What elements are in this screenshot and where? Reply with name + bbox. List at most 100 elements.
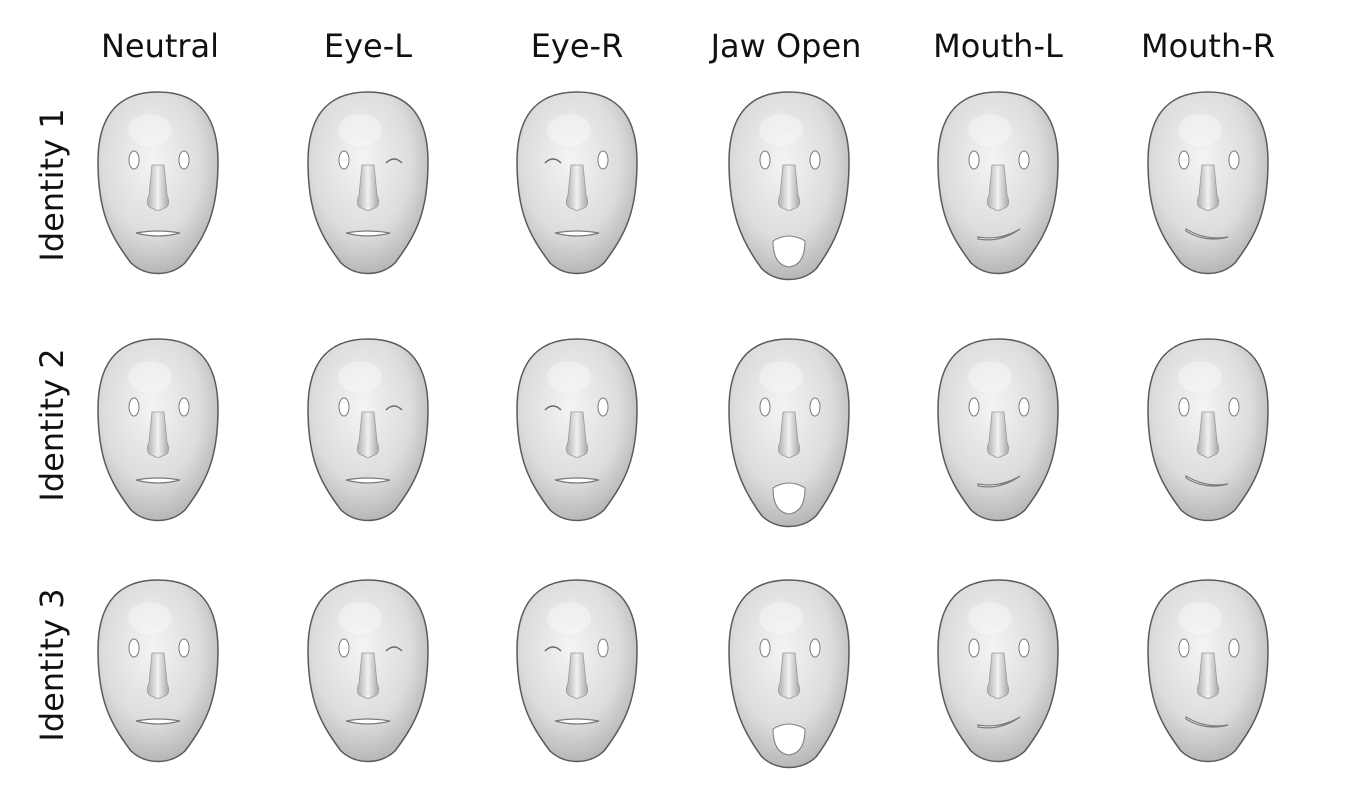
eye-right	[809, 150, 821, 170]
face-highlight	[968, 114, 1012, 146]
face-highlight	[968, 361, 1012, 393]
face-highlight	[128, 114, 172, 146]
eye-right	[1018, 638, 1030, 658]
face-identity-3-jaw	[728, 579, 850, 769]
face-identity-3-eye-l	[307, 579, 429, 763]
face-identity-1-mouth-l	[937, 91, 1059, 275]
eye-left	[968, 638, 980, 658]
face-highlight	[338, 602, 382, 634]
row-headers: Identity 1 Identity 2 Identity 3	[33, 108, 71, 741]
eye-left	[338, 397, 350, 417]
mouth	[135, 477, 181, 484]
eye-left	[759, 150, 771, 170]
nose	[986, 652, 1010, 699]
eye-right	[1018, 397, 1030, 417]
mouth	[345, 477, 391, 484]
mouth	[554, 477, 600, 484]
eye-left	[338, 150, 350, 170]
faces-layer	[97, 91, 1269, 769]
nose	[1196, 411, 1220, 458]
mouth	[977, 716, 1021, 729]
nose	[777, 411, 801, 458]
mouth	[977, 228, 1021, 241]
nose	[565, 652, 589, 699]
face-identity-1-eye-r	[516, 91, 638, 275]
mouth-open	[772, 482, 806, 515]
nose	[565, 164, 589, 211]
mouth	[345, 718, 391, 725]
face-highlight	[338, 114, 382, 146]
face-highlight	[968, 602, 1012, 634]
face-highlight	[547, 114, 591, 146]
eye-right	[1018, 150, 1030, 170]
row-header-identity-2: Identity 2	[33, 348, 71, 501]
eye-left	[128, 150, 140, 170]
face-highlight	[547, 602, 591, 634]
eye-right	[178, 638, 190, 658]
eye-closed-left	[544, 158, 562, 164]
face-highlight	[759, 114, 803, 146]
face-identity-3-mouth-r	[1147, 579, 1269, 763]
face-highlight	[759, 361, 803, 393]
eye-closed-left	[544, 405, 562, 411]
eye-right	[597, 397, 609, 417]
face-identity-3-neutral	[97, 579, 219, 763]
eye-left	[128, 638, 140, 658]
row-header-identity-1: Identity 1	[33, 108, 71, 261]
eye-right	[597, 638, 609, 658]
face-highlight	[1178, 114, 1222, 146]
eye-right	[597, 150, 609, 170]
mouth	[554, 230, 600, 237]
eye-closed-left	[544, 646, 562, 652]
eye-left	[128, 397, 140, 417]
eye-left	[1178, 397, 1190, 417]
face-highlight	[338, 361, 382, 393]
face-identity-1-eye-l	[307, 91, 429, 275]
nose	[565, 411, 589, 458]
column-headers: Neutral Eye-L Eye-R Jaw Open Mouth-L Mou…	[101, 27, 1275, 65]
face-highlight	[1178, 602, 1222, 634]
nose	[356, 411, 380, 458]
mouth	[554, 718, 600, 725]
mouth-open	[772, 723, 806, 756]
nose	[356, 164, 380, 211]
face-identity-1-neutral	[97, 91, 219, 275]
face-identity-2-mouth-l	[937, 338, 1059, 522]
eye-left	[338, 638, 350, 658]
column-header-mouth-l: Mouth-L	[933, 27, 1063, 65]
face-identity-2-mouth-r	[1147, 338, 1269, 522]
column-header-neutral: Neutral	[101, 27, 219, 65]
eye-right	[809, 638, 821, 658]
eye-closed-right	[385, 405, 403, 411]
mouth	[135, 718, 181, 725]
nose	[1196, 164, 1220, 211]
eye-right	[809, 397, 821, 417]
eye-right	[178, 150, 190, 170]
mouth	[1185, 227, 1229, 240]
face-identity-1-mouth-r	[1147, 91, 1269, 275]
face-identity-3-mouth-l	[937, 579, 1059, 763]
eye-left	[968, 397, 980, 417]
nose	[356, 652, 380, 699]
nose	[986, 411, 1010, 458]
eye-left	[1178, 150, 1190, 170]
mouth	[1185, 715, 1229, 728]
nose	[986, 164, 1010, 211]
mouth	[1185, 474, 1229, 487]
eye-right	[1228, 397, 1240, 417]
nose	[146, 411, 170, 458]
mouth	[135, 230, 181, 237]
face-identity-2-jaw	[728, 338, 850, 528]
column-header-jaw-open: Jaw Open	[709, 27, 862, 65]
eye-right	[1228, 150, 1240, 170]
eye-left	[968, 150, 980, 170]
face-highlight	[759, 602, 803, 634]
row-header-identity-3: Identity 3	[33, 588, 71, 741]
column-header-mouth-r: Mouth-R	[1141, 27, 1275, 65]
face-highlight	[128, 602, 172, 634]
nose	[1196, 652, 1220, 699]
eye-left	[759, 397, 771, 417]
eye-closed-right	[385, 646, 403, 652]
eye-right	[1228, 638, 1240, 658]
